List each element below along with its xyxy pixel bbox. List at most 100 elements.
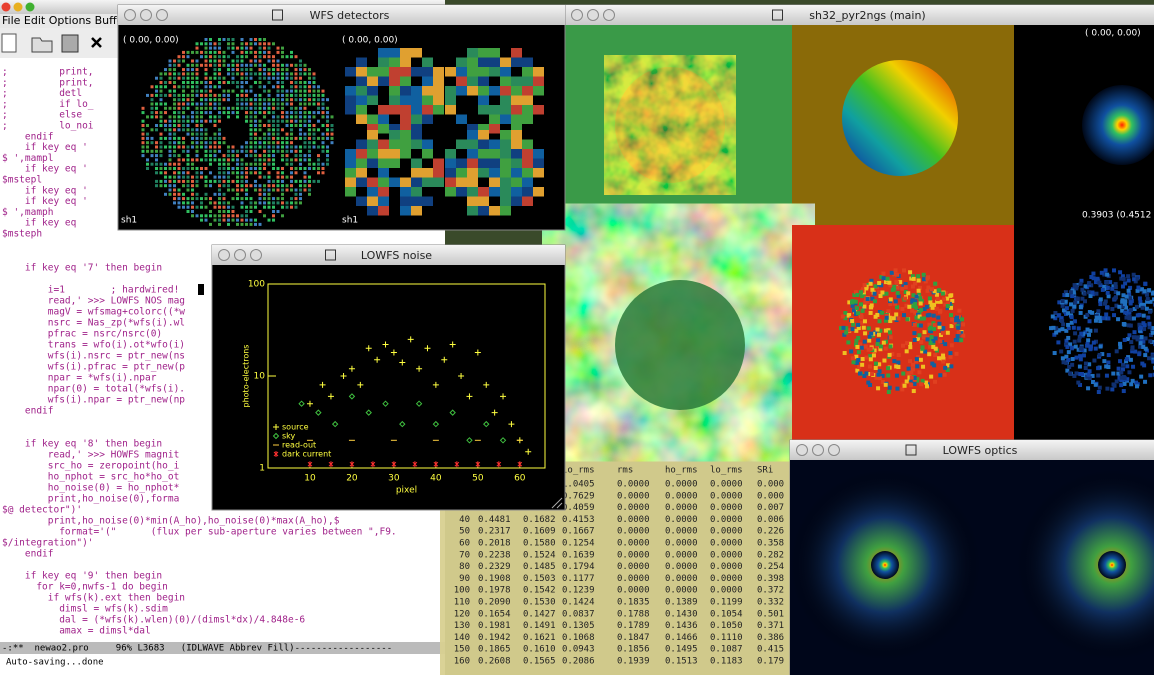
pixel	[1129, 298, 1134, 303]
pixel	[1071, 325, 1076, 330]
subaperture	[173, 98, 176, 102]
subaperture	[308, 85, 311, 89]
pixel	[928, 328, 933, 333]
table-cell: 0.0000	[710, 550, 743, 560]
pixel	[1095, 276, 1100, 281]
detector-pixel	[533, 168, 544, 178]
subaperture	[218, 167, 221, 170]
subaperture	[191, 184, 194, 188]
subaperture	[285, 175, 289, 179]
pixel	[1128, 296, 1133, 301]
subaperture	[312, 76, 316, 80]
x-tick-label: 30	[388, 474, 400, 484]
subaperture	[290, 55, 293, 59]
window-button[interactable]	[124, 9, 136, 21]
pixel	[914, 305, 919, 310]
pixel	[1053, 316, 1058, 321]
minimize-button[interactable]	[13, 2, 23, 12]
subaperture	[177, 102, 181, 106]
subaperture	[245, 171, 248, 175]
code-line: if wfs(k).ext then begin	[2, 593, 185, 604]
detector-pixel	[367, 139, 378, 149]
window-button[interactable]	[140, 9, 152, 21]
pixel	[854, 311, 859, 316]
detector-pixel	[367, 114, 378, 124]
window-button[interactable]	[156, 9, 168, 21]
data-point	[370, 461, 376, 468]
pixel	[862, 304, 867, 309]
subaperture	[267, 188, 271, 192]
window-button[interactable]	[812, 444, 824, 456]
subaperture	[209, 154, 212, 158]
subaperture	[312, 162, 316, 166]
detector-pixel	[456, 139, 467, 149]
pixel	[847, 300, 852, 305]
window-button[interactable]	[603, 9, 615, 21]
subaperture	[263, 50, 266, 54]
subaperture	[276, 188, 280, 192]
subaperture	[254, 93, 257, 97]
pixel	[894, 364, 899, 369]
pixel	[1090, 290, 1095, 295]
detector-pixel	[411, 124, 422, 134]
table-cell: 0.1239	[562, 586, 595, 596]
pixel	[1148, 339, 1153, 344]
subaperture	[191, 98, 194, 102]
subaperture	[182, 192, 185, 196]
close-icon[interactable]	[91, 37, 102, 48]
pixel	[879, 275, 884, 280]
detector-pixel	[356, 114, 367, 124]
pixel	[1139, 335, 1144, 340]
close-button[interactable]	[1, 2, 11, 12]
detector-pixel	[478, 168, 489, 178]
subaperture	[263, 85, 266, 89]
detector-pixel	[489, 149, 500, 159]
subaperture	[281, 50, 284, 54]
subaperture	[240, 68, 244, 72]
detector-pixel	[522, 187, 533, 197]
subaperture	[276, 124, 280, 127]
save-icon[interactable]	[61, 34, 79, 53]
subaperture	[281, 179, 284, 183]
subaperture	[263, 188, 266, 192]
pixel	[1088, 344, 1093, 349]
subaperture	[213, 154, 217, 158]
pixel	[1145, 299, 1150, 304]
subaperture	[155, 89, 158, 93]
pixel	[929, 335, 934, 340]
subaperture	[249, 132, 253, 136]
subaperture	[236, 184, 239, 188]
zoom-button[interactable]	[25, 2, 35, 12]
pixel	[1088, 294, 1093, 299]
detector-pixel	[533, 105, 544, 115]
new-file-icon[interactable]	[1, 33, 17, 53]
window-button[interactable]	[250, 249, 262, 261]
pixel	[1126, 355, 1131, 360]
window-button[interactable]	[796, 444, 808, 456]
window-button[interactable]	[828, 444, 840, 456]
pixel	[1050, 314, 1055, 319]
detector-pixel	[456, 86, 467, 96]
window-button[interactable]	[218, 249, 230, 261]
pixel	[1128, 301, 1133, 306]
subaperture	[168, 192, 172, 196]
subaperture	[254, 171, 257, 175]
subaperture	[195, 136, 199, 140]
table-cell: 0.0000	[617, 527, 650, 537]
subaperture	[236, 192, 239, 196]
subaperture	[249, 197, 253, 201]
open-icon[interactable]	[31, 37, 53, 53]
subaperture	[294, 115, 298, 119]
subaperture	[299, 81, 302, 84]
subaperture	[204, 68, 208, 72]
menu[interactable]: File Edit Options Buffe	[2, 14, 124, 27]
window-button[interactable]	[571, 9, 583, 21]
subaperture	[204, 197, 208, 201]
subaperture	[177, 197, 181, 201]
window-button[interactable]	[587, 9, 599, 21]
subaperture	[204, 154, 208, 158]
subaperture	[263, 201, 266, 205]
code-line: endif	[2, 549, 53, 560]
window-button[interactable]	[234, 249, 246, 261]
subaperture	[303, 81, 307, 84]
